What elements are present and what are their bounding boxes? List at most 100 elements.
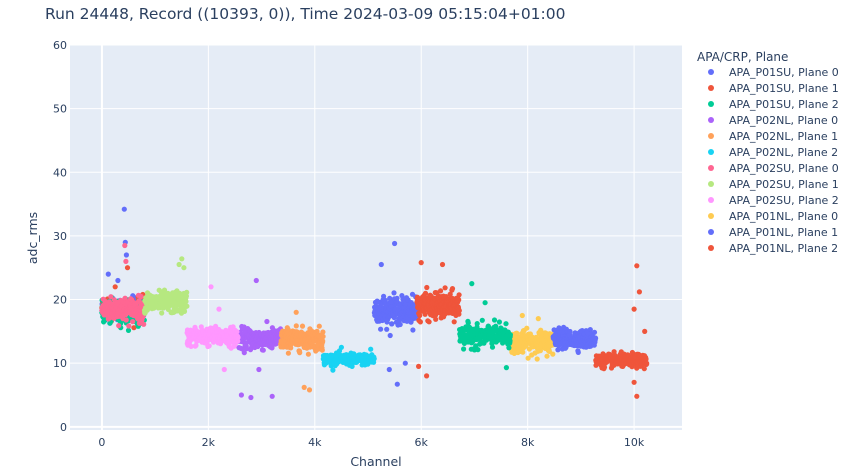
data-point	[447, 291, 453, 297]
data-point	[123, 252, 129, 258]
data-point	[534, 356, 540, 362]
data-point	[301, 384, 307, 390]
data-point	[465, 320, 471, 326]
data-point	[438, 288, 444, 294]
data-point	[482, 300, 488, 306]
legend-marker	[708, 69, 714, 75]
data-point	[491, 317, 498, 323]
legend-marker	[708, 165, 714, 171]
data-point	[181, 308, 188, 314]
data-point	[314, 328, 320, 334]
data-point	[305, 351, 311, 357]
y-axis-title: adc_rms	[25, 212, 40, 264]
data-point	[138, 293, 144, 300]
data-point	[130, 319, 136, 325]
data-point	[503, 365, 509, 371]
data-point	[297, 350, 303, 356]
data-point	[378, 326, 384, 332]
y-tick-label: 50	[53, 103, 67, 116]
data-point	[239, 346, 245, 352]
data-point	[316, 323, 322, 329]
legend-item[interactable]: APA_P02NL, Plane 1	[708, 130, 838, 143]
data-point	[544, 353, 550, 359]
data-point	[391, 290, 397, 296]
data-point	[320, 329, 326, 335]
legend-marker	[708, 229, 714, 235]
data-point	[461, 346, 467, 352]
legend-item[interactable]: APA_P01NL, Plane 0	[708, 210, 838, 223]
data-point	[591, 329, 598, 335]
tick-labels: 0 2k 4k 6k 8k 10k 0 10 20 30 40 50 60	[53, 39, 645, 449]
data-point	[269, 345, 275, 351]
data-point	[115, 277, 121, 284]
x-tick-label: 0	[98, 436, 105, 449]
data-point	[241, 350, 247, 356]
data-point	[394, 381, 400, 387]
legend-marker	[708, 85, 714, 91]
data-point	[320, 338, 326, 344]
legend-marker	[708, 213, 714, 219]
legend[interactable]: APA/CRP, Plane APA_P01SU, Plane 0 APA_P01…	[697, 50, 839, 255]
data-point	[424, 373, 430, 379]
data-point	[269, 393, 275, 399]
data-point	[392, 240, 398, 247]
legend-marker	[708, 117, 714, 123]
data-point	[378, 261, 384, 268]
data-point	[184, 303, 190, 309]
data-point	[496, 319, 502, 325]
legend-item[interactable]: APA_P01NL, Plane 1	[708, 226, 838, 239]
data-point	[644, 360, 650, 366]
legend-label: APA_P02SU, Plane 1	[729, 178, 839, 191]
legend-item[interactable]: APA_P01SU, Plane 1	[708, 82, 839, 95]
data-point	[442, 285, 448, 291]
legend-item[interactable]: APA_P02SU, Plane 2	[708, 194, 839, 207]
data-point	[418, 260, 424, 266]
data-point	[519, 312, 525, 319]
data-point	[108, 294, 114, 300]
data-point	[136, 298, 142, 304]
data-point	[183, 298, 189, 305]
data-point	[456, 297, 462, 303]
data-point	[371, 356, 377, 362]
legend-item[interactable]: APA_P01SU, Plane 2	[708, 98, 839, 111]
data-point	[125, 327, 132, 333]
data-point	[349, 363, 355, 369]
data-point	[567, 328, 573, 335]
legend-label: APA_P02NL, Plane 2	[729, 146, 838, 159]
data-point	[131, 325, 137, 331]
data-point	[293, 323, 299, 329]
data-point	[285, 326, 291, 333]
data-point	[368, 346, 374, 352]
data-point	[176, 261, 182, 268]
data-point	[634, 263, 640, 269]
data-points	[99, 206, 650, 401]
data-point	[422, 290, 429, 296]
legend-item[interactable]: APA_P01NL, Plane 2	[708, 242, 838, 255]
data-point	[636, 289, 643, 295]
legend-item[interactable]: APA_P01SU, Plane 0	[708, 66, 839, 79]
plot-area[interactable]	[70, 45, 682, 430]
data-point	[641, 366, 647, 372]
data-point	[422, 311, 428, 317]
data-point	[234, 329, 240, 335]
data-point	[116, 323, 122, 329]
legend-title: APA/CRP, Plane	[697, 50, 788, 64]
legend-item[interactable]: APA_P02NL, Plane 0	[708, 114, 838, 127]
data-point	[601, 364, 608, 370]
data-point	[253, 277, 259, 284]
legend-label: APA_P01SU, Plane 0	[729, 66, 839, 79]
legend-label: APA_P02SU, Plane 0	[729, 162, 839, 175]
data-point	[503, 321, 509, 327]
data-point	[506, 345, 512, 351]
legend-label: APA_P01NL, Plane 1	[729, 226, 838, 239]
data-point	[384, 326, 390, 332]
legend-item[interactable]: APA_P02SU, Plane 1	[708, 178, 839, 191]
data-point	[489, 344, 496, 350]
legend-item[interactable]: APA_P02NL, Plane 2	[708, 146, 838, 159]
data-point	[417, 312, 423, 319]
legend-label: APA_P01SU, Plane 2	[729, 98, 839, 111]
data-point	[235, 334, 241, 341]
legend-item[interactable]: APA_P02SU, Plane 0	[708, 162, 839, 175]
chart-title: Run 24448, Record ((10393, 0)), Time 202…	[45, 5, 566, 23]
